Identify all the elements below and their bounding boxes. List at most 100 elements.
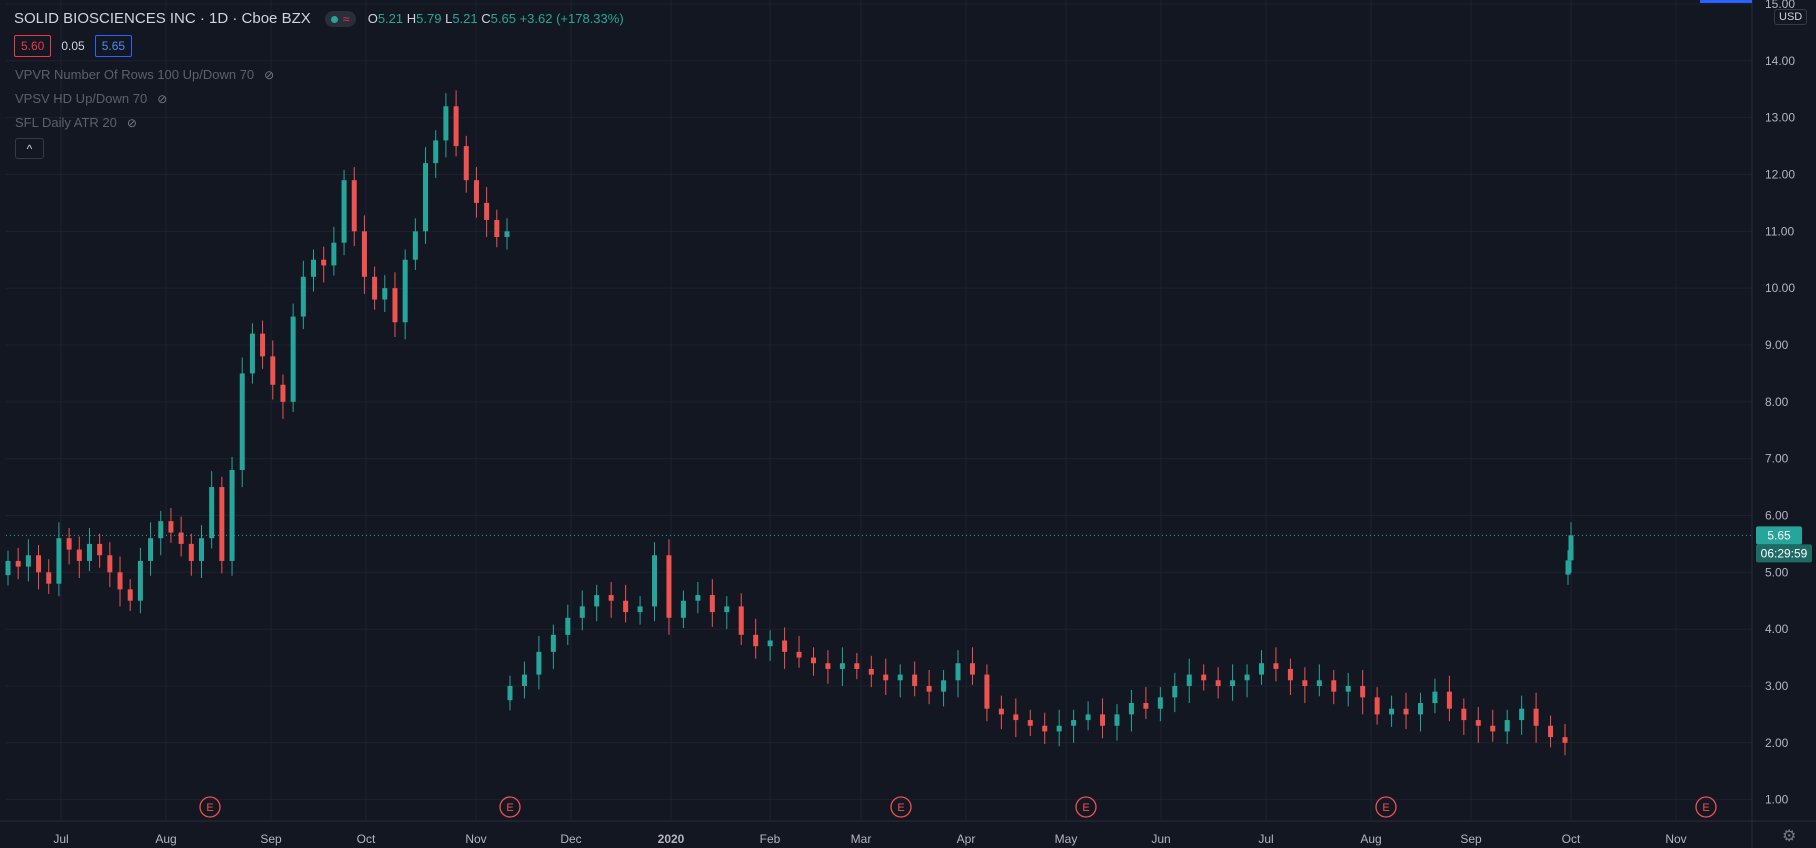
price-tick-label: 12.00 [1765,167,1795,181]
candle-body [666,555,672,618]
candle-body [36,555,42,573]
countdown-label: 06:29:59 [1761,546,1808,560]
earnings-marker[interactable] [1375,796,1397,818]
indicator-vpsv[interactable]: VPSV HD Up/Down 70 ⊘ [15,91,168,106]
candle-body [926,685,932,692]
market-status[interactable]: ≈ [324,11,356,28]
candle-body [897,674,903,681]
price-tick-label: 8.00 [1765,395,1789,409]
candle-body [372,276,378,300]
earnings-marker-label: E [506,802,513,814]
candle-body [178,532,184,544]
earnings-marker-label: E [1082,802,1089,814]
candle-body [46,572,52,584]
settings-gear-icon[interactable]: ⚙ [1782,828,1797,845]
candle-body [402,259,408,323]
earnings-marker[interactable] [499,796,521,818]
candle-body [1374,697,1380,715]
candle-body [652,555,658,607]
currency-label[interactable]: USD [1774,9,1808,25]
candle-body [782,640,788,652]
price-tick-label: 9.00 [1765,338,1789,352]
ask-price[interactable]: 5.65 [94,35,133,57]
candle-body [290,316,296,402]
candle-body [1302,680,1308,686]
collapse-indicators-button[interactable]: ^ [15,138,44,159]
bid-price[interactable]: 5.60 [14,35,52,57]
price-tick-label: 4.00 [1765,622,1789,636]
candle-body [536,651,542,675]
market-open-dot-icon [330,15,338,23]
candle-body [341,180,347,243]
candle-body [321,259,327,266]
earnings-marker[interactable] [1695,796,1717,818]
candle-body [941,680,947,692]
earnings-marker[interactable] [890,796,912,818]
candle-body [300,276,306,317]
candle-body [1027,720,1033,726]
candle-body [5,560,11,576]
candle-body [331,242,337,266]
candle-body [219,487,225,561]
candle-body [955,663,961,681]
candle-body [168,521,174,533]
candle-body [1172,685,1178,698]
candle-body [1417,703,1423,715]
time-tick-label: Nov [465,832,486,846]
time-tick-label: Dec [560,832,581,846]
last-price-badge[interactable] [1756,526,1802,545]
candle-body [433,140,439,164]
candle-body [423,163,429,232]
indicator-atr[interactable]: SFL Daily ATR 20 ⊘ [15,115,137,130]
time-tick-label: Jul [53,832,68,846]
candle-body [1273,663,1279,669]
candle-body [484,202,490,220]
candle-body [148,538,154,561]
candle-body [565,617,571,635]
time-tick-label: Aug [155,832,176,846]
price-tick-label: 11.00 [1765,224,1794,238]
price-tick-label: 13.00 [1765,111,1795,125]
earnings-marker[interactable] [199,796,221,818]
candle-body [280,384,286,402]
candle-body [198,538,204,561]
candle-body [1071,720,1077,726]
hidden-eye-icon[interactable]: ⊘ [264,68,275,82]
time-tick-label: 2020 [658,832,685,846]
countdown-badge [1756,544,1812,563]
hidden-eye-icon[interactable]: ⊘ [157,92,168,106]
time-tick-label: Jul [1258,832,1273,846]
candle-body [623,600,629,613]
candle-body [117,572,123,590]
candle-body [239,373,245,471]
price-tick-label: 15.00 [1765,0,1795,11]
indicator-vpvr[interactable]: VPVR Number Of Rows 100 Up/Down 70 ⊘ [15,67,275,82]
candle-body [1568,535,1574,561]
candle-body [453,106,459,147]
price-tick-label: 1.00 [1765,793,1789,807]
candle-body [912,674,918,686]
candle-body [1548,725,1554,738]
candle-body [521,674,527,686]
candle-body [1519,708,1525,721]
data-delay-icon: ≈ [342,12,350,27]
candle-body [76,549,82,561]
time-tick-label: Nov [1665,832,1686,846]
candle-body [188,543,194,561]
candle-body [594,595,600,607]
candle-body [637,606,643,613]
candle-body [1475,720,1481,726]
candle-body [1360,685,1366,698]
earnings-marker[interactable] [1075,796,1097,818]
candle-body [1244,674,1250,681]
hidden-eye-icon[interactable]: ⊘ [126,116,137,130]
candle-body [1446,691,1452,709]
candle-body [1128,703,1134,715]
candle-body [1100,714,1106,726]
candle-body [1230,680,1236,686]
top-scroll-indicator [1700,0,1752,3]
candle-body [1504,720,1510,732]
symbol-title[interactable]: SOLID BIOSCIENCES INC · 1D · Cboe BZX [14,10,311,27]
